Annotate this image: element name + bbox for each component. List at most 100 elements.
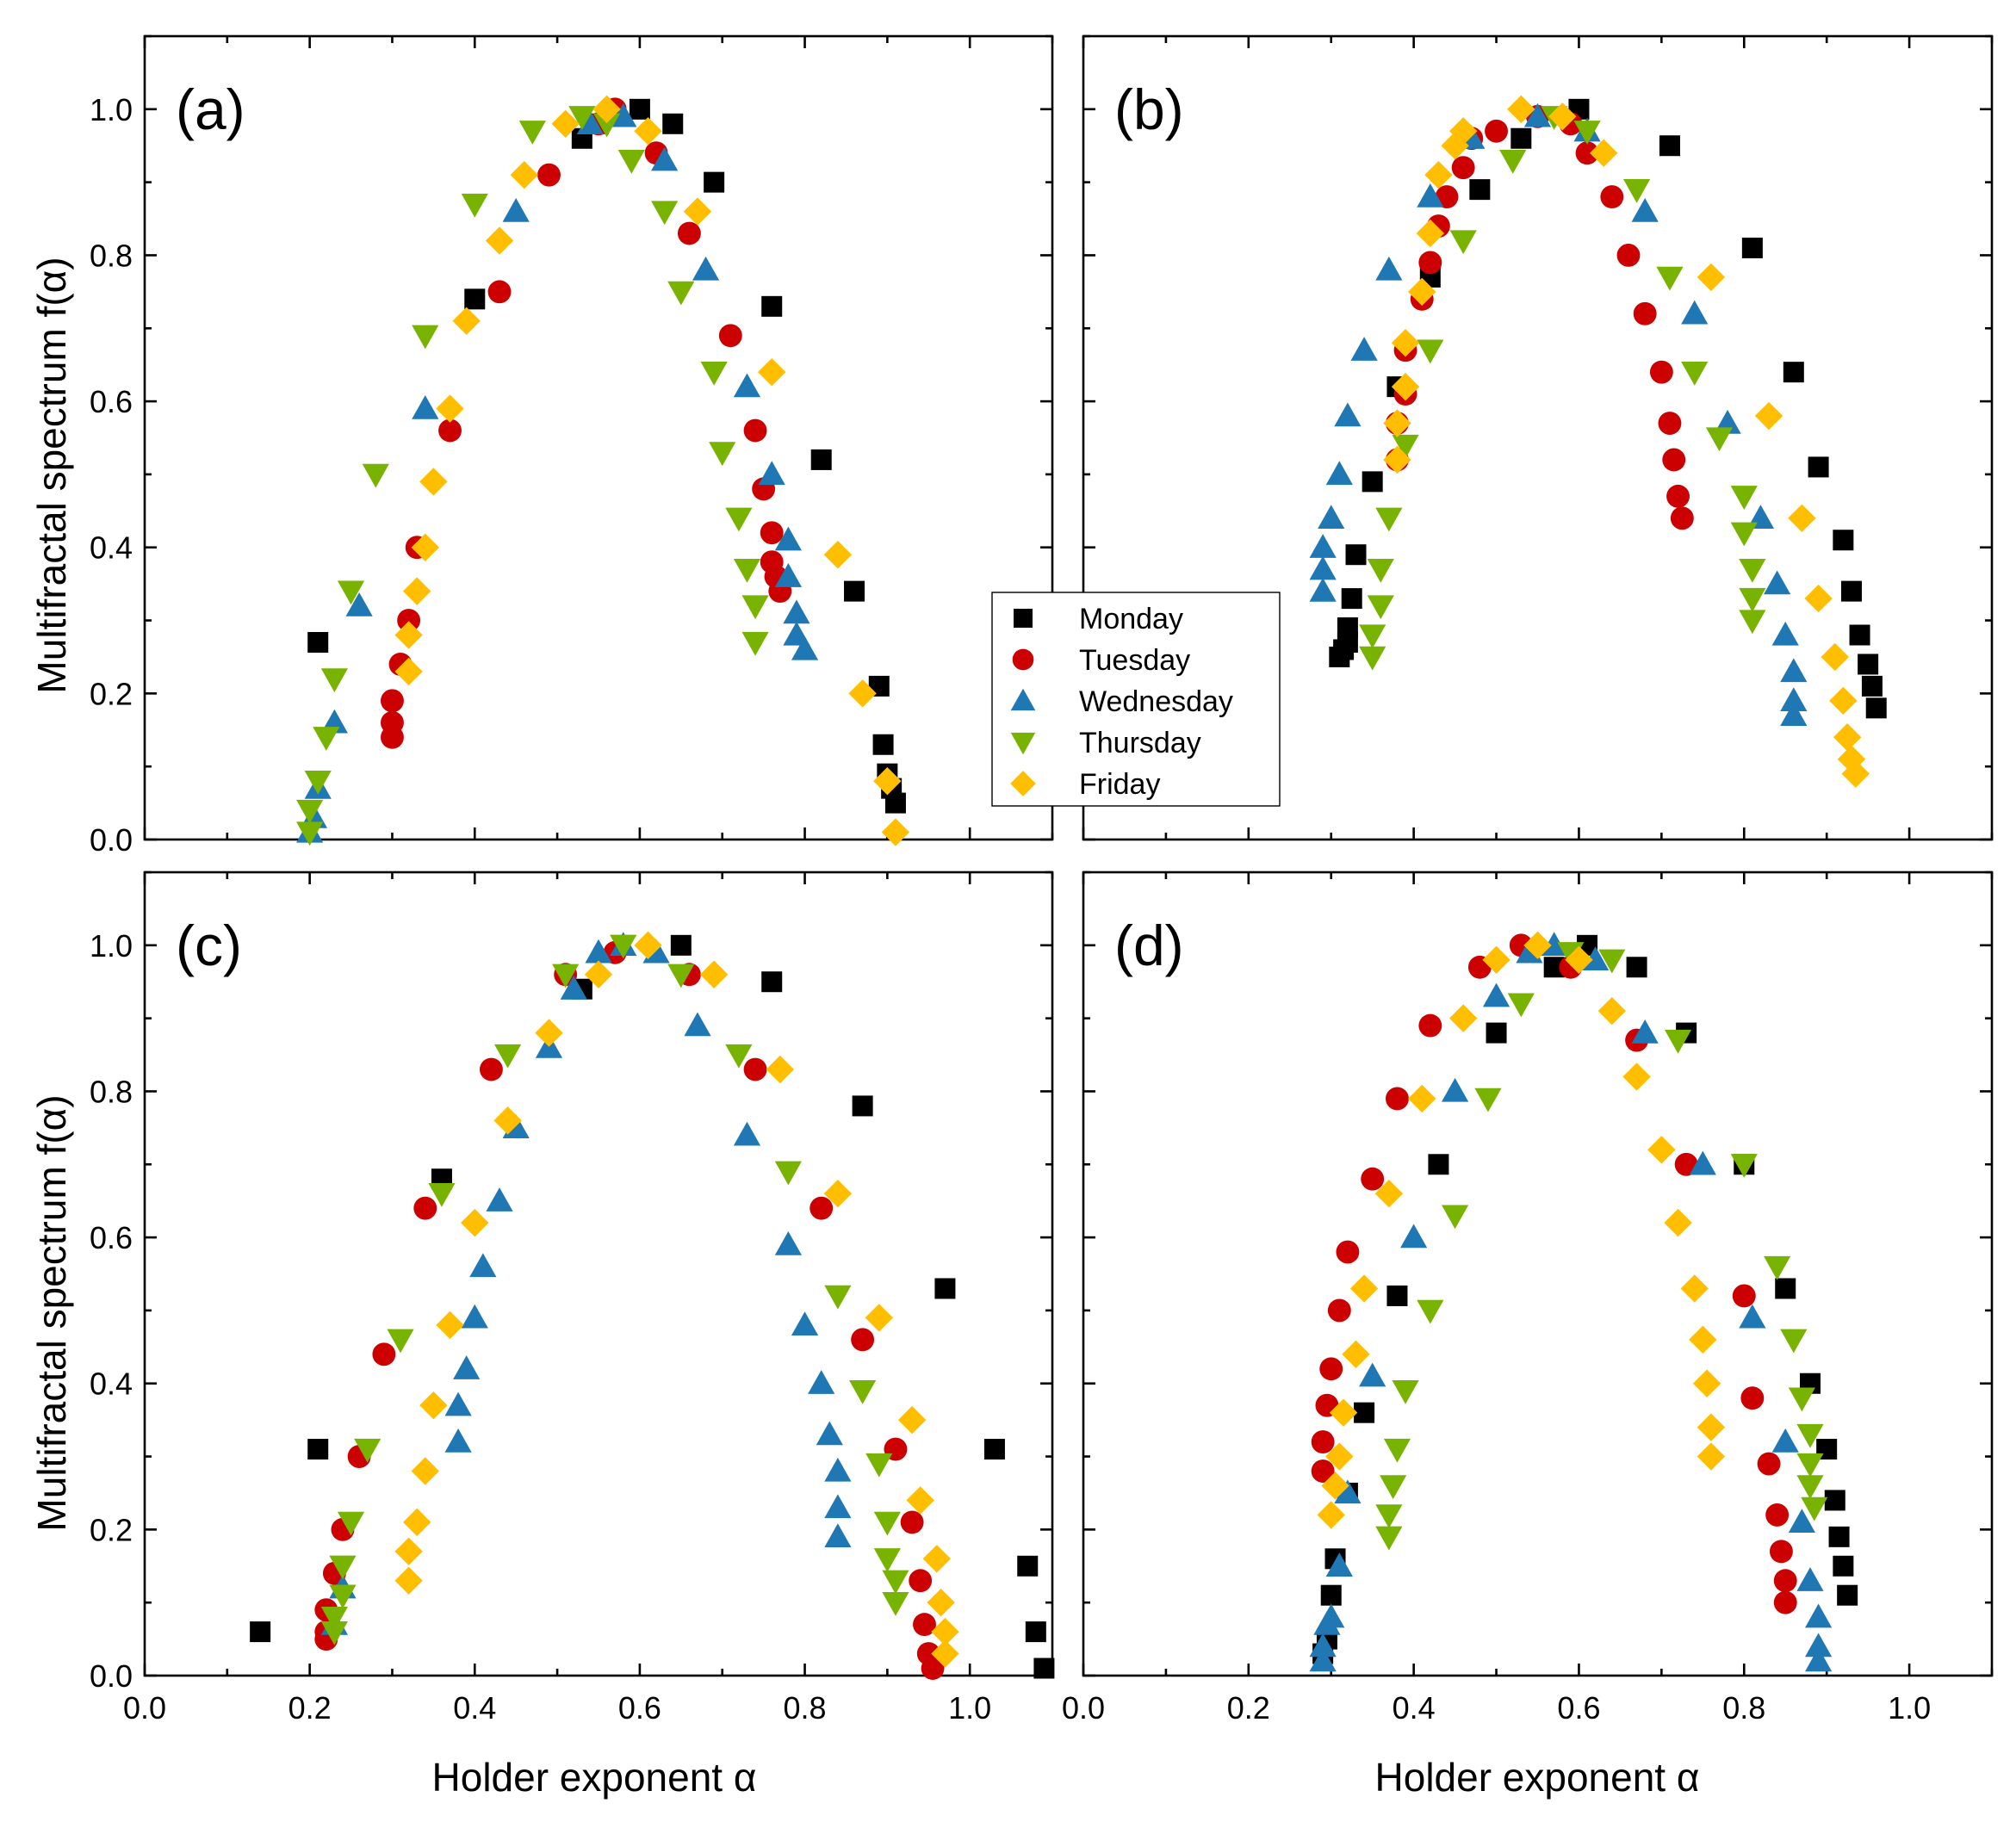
data-point [677,221,701,245]
data-point [337,1511,365,1536]
data-point [461,1304,488,1329]
panel-c: 0.0 0.2 0.4 0.6 0.8 1.0 0.0 0.2 0.4 0.6 0.8 1.0 (c) [90,871,1055,1726]
data-point [485,226,514,255]
y-tick-label: 0.6 [90,384,133,419]
data-point [852,1095,873,1117]
data-point [493,1106,522,1135]
data-point [897,1405,927,1435]
data-point [307,631,329,653]
data-point [1383,409,1411,437]
data-point [651,201,679,226]
data-point [397,609,421,632]
data-point [1590,139,1618,167]
data-point [1861,675,1883,697]
data-point [1597,996,1627,1026]
data-point [848,679,877,708]
data-point [1375,256,1403,281]
data-point [766,1055,794,1084]
data-point [881,818,910,846]
data-point [552,964,580,988]
data-point [1730,486,1758,510]
data-point [518,121,546,145]
data-point [774,1161,802,1186]
y-tick-label: 0.6 [90,1220,133,1255]
data-point [1025,1621,1046,1643]
data-point [1765,1503,1790,1527]
data-point [444,1391,472,1416]
data-point [1739,587,1766,612]
series-friday [394,931,959,1668]
data-point [1775,1278,1796,1299]
y-tick-label: 0.8 [90,238,133,273]
series-tuesday [381,97,792,749]
data-point [1631,197,1659,222]
data-point [1448,1004,1478,1032]
legend-marker-monday [1014,609,1033,628]
data-point [411,1457,439,1485]
data-point [1507,95,1535,124]
data-point [882,1592,909,1616]
series-friday [1383,95,1870,788]
data-point [1771,1428,1799,1453]
data-point [1375,1526,1403,1551]
data-point [931,1639,959,1668]
series-friday [394,95,910,846]
data-point [1598,949,1626,974]
legend-label-monday: Monday [1079,603,1183,635]
data-point [453,1355,481,1379]
data-point [1448,117,1478,146]
x-tick-label: 0.0 [1062,1690,1105,1726]
data-point [403,1508,431,1537]
data-point [1417,1299,1444,1324]
data-point [464,288,486,310]
x-tick-label: 0.6 [1557,1690,1600,1726]
data-point [1804,1647,1833,1672]
data-point [381,689,404,713]
data-point [479,1057,503,1081]
panel-a: 0.0 0.2 0.4 0.6 0.8 1.0 (a) [90,34,1054,858]
data-point [865,1453,893,1478]
data-point [1510,127,1532,149]
data-point [576,110,605,134]
data-point [584,960,613,988]
series-thursday [296,106,769,846]
data-point [1565,945,1593,974]
panel-b: (b) [1082,34,1994,841]
data-point [1486,1022,1507,1044]
data-point [1318,505,1345,529]
data-point [1362,471,1383,493]
data-point [307,1439,329,1460]
data-point [296,799,324,824]
data-point [791,1311,819,1336]
data-point [1659,135,1680,157]
data-point [1666,484,1690,508]
data-point [1319,1357,1343,1381]
data-point [1796,1423,1824,1448]
data-point [610,102,637,127]
series-monday [1329,98,1887,719]
data-point [537,163,561,187]
data-point [1541,932,1568,956]
data-point [1424,160,1453,189]
data-point [1383,1438,1411,1463]
data-point [884,792,906,814]
data-point [872,734,894,755]
data-point [1780,702,1808,726]
data-point [699,960,729,988]
data-point [1375,1504,1403,1528]
data-point [1451,156,1475,180]
plot-frame [143,871,1054,1677]
data-point [1383,445,1411,474]
data-point [1380,1475,1407,1500]
data-point [651,146,679,171]
data-point [741,595,769,620]
data-point [1321,1472,1349,1500]
data-point [1320,1584,1342,1606]
data-point [1311,1430,1335,1454]
data-point [1418,251,1442,275]
y-tick-label: 0.0 [90,1658,133,1694]
data-point [1631,1019,1659,1044]
data-point [927,1588,955,1617]
data-point [1418,1013,1442,1038]
data-point [585,939,612,964]
